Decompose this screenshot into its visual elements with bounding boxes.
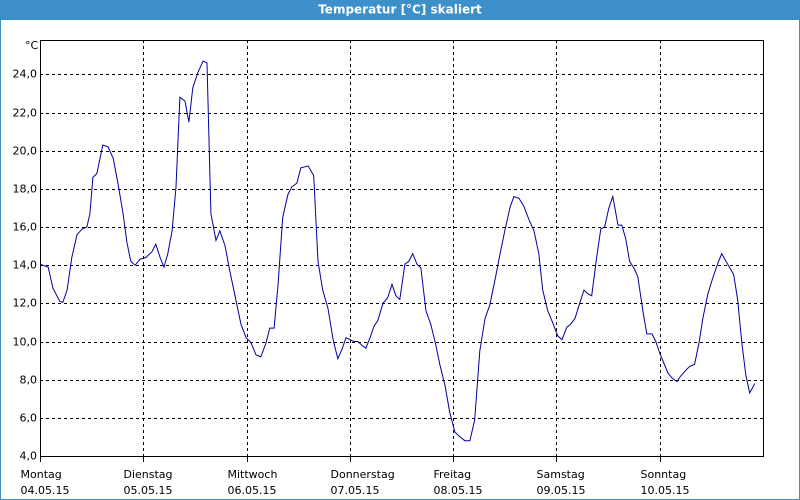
title-bar	[0, 0, 800, 20]
x-tick-date: 09.05.15	[537, 484, 586, 497]
y-tick-label: 10,0	[13, 336, 38, 349]
y-unit: °C	[25, 39, 39, 52]
y-tick-label: 22,0	[13, 107, 38, 120]
y-tick-label: 8,0	[20, 374, 38, 387]
x-tick-date: 05.05.15	[124, 484, 173, 497]
y-tick-label: 6,0	[20, 412, 38, 425]
x-tick-label: Dienstag	[124, 468, 173, 481]
plot-frame	[40, 40, 764, 457]
y-tick-label: 20,0	[13, 145, 38, 158]
x-tick-label: Donnerstag	[331, 468, 395, 481]
y-tick-label: 4,0	[20, 450, 38, 463]
y-tick-label: 24,0	[13, 68, 38, 81]
y-tick-label: 12,0	[13, 297, 38, 310]
x-tick-label: Samstag	[537, 468, 585, 481]
x-tick-date: 06.05.15	[228, 484, 277, 497]
temperature-line	[39, 60, 756, 442]
y-tick-label: 18,0	[13, 183, 38, 196]
y-tick-label: 16,0	[13, 221, 38, 234]
x-tick-label: Sonntag	[641, 468, 687, 481]
x-tick-label: Montag	[21, 468, 62, 481]
x-tick-date: 07.05.15	[331, 484, 380, 497]
x-tick-date: 08.05.15	[434, 484, 483, 497]
x-tick-label: Mittwoch	[228, 468, 278, 481]
y-tick-label: 14,0	[13, 259, 38, 272]
x-tick-date: 04.05.15	[21, 484, 70, 497]
x-tick-date: 10.05.15	[641, 484, 690, 497]
window-title: Temperatur [°C] skaliert	[318, 3, 482, 17]
x-tick-label: Freitag	[434, 468, 472, 481]
